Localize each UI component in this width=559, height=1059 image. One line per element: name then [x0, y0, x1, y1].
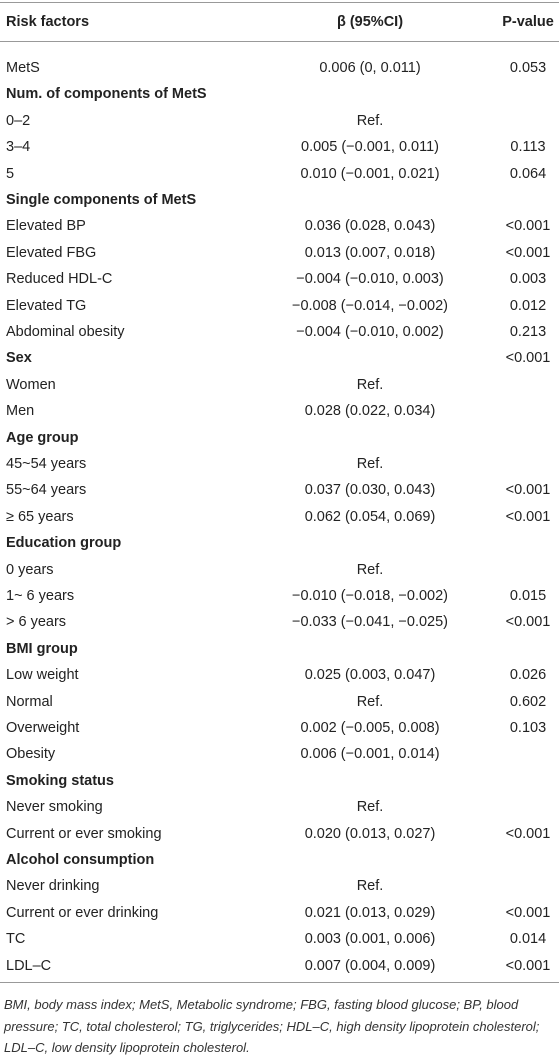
risk-factor: Normal — [6, 693, 53, 710]
header-cell: β (95%CI) — [336, 14, 404, 30]
beta-ci: 0.006 (−0.001, 0.014) — [300, 746, 440, 763]
beta-ci: −0.004 (−0.010, 0.002) — [296, 324, 444, 340]
p-value: 0.103 — [509, 720, 547, 736]
risk-factor: 45~54 years — [6, 456, 87, 472]
risk-factor: 3–4 — [6, 139, 31, 156]
risk-factor: MetS — [6, 60, 40, 76]
risk-factor: TC — [6, 931, 26, 948]
risk-factor: Elevated FBG — [6, 244, 97, 261]
risk-factor: Current or ever smoking — [6, 825, 162, 842]
p-value: 0.113 — [510, 139, 546, 156]
beta-ci: 0.062 (0.054, 0.069) — [304, 508, 436, 525]
beta-ci: −0.004 (−0.010, 0.003) — [296, 271, 444, 288]
beta-ci: 0.025 (0.003, 0.047) — [304, 667, 436, 684]
p-value: 0.026 — [509, 667, 547, 684]
p-value: <0.001 — [505, 614, 551, 631]
section-label: Smoking status — [6, 772, 114, 789]
risk-factor: Current or ever drinking — [6, 904, 159, 921]
beta-ci: 0.037 (0.030, 0.043) — [304, 482, 436, 499]
p-value: <0.001 — [505, 957, 551, 974]
risk-factor: 0 years — [6, 561, 54, 578]
p-value: 0.012 — [509, 297, 547, 314]
p-value: <0.001 — [505, 825, 551, 842]
beta-ci: Ref. — [356, 376, 384, 393]
beta-ci: Ref. — [356, 799, 384, 816]
beta-ci: 0.013 (0.007, 0.018) — [304, 244, 436, 261]
risk-factor: Reduced HDL-C — [6, 271, 113, 288]
beta-ci: Ref. — [356, 112, 384, 129]
risk-factor: 0–2 — [6, 112, 31, 129]
risk-factor: Elevated BP — [6, 218, 86, 235]
p-value: <0.001 — [505, 508, 551, 525]
risk-factor: Never smoking — [6, 799, 103, 816]
risk-factor: Elevated TG — [6, 297, 87, 314]
beta-ci: 0.020 (0.013, 0.027) — [304, 825, 436, 842]
beta-ci: Ref. — [356, 693, 384, 710]
beta-ci: 0.006 (0, 0.011) — [319, 60, 421, 76]
risk-factor: Low weight — [6, 667, 79, 684]
risk-factor: Never drinking — [6, 878, 100, 895]
beta-ci: 0.005 (−0.001, 0.011) — [301, 139, 439, 156]
section-label: Single components of MetS — [6, 192, 197, 208]
p-value: <0.001 — [505, 482, 551, 499]
beta-ci: 0.021 (0.013, 0.029) — [304, 904, 436, 921]
beta-ci: −0.010 (−0.018, −0.002) — [291, 588, 449, 604]
p-value: <0.001 — [505, 218, 551, 235]
p-value: 0.064 — [509, 165, 547, 182]
section-label: Age group — [6, 429, 79, 446]
section-label: Education group — [6, 535, 122, 552]
section-label: Num. of components of MetS — [6, 86, 207, 103]
risk-factor: Men — [6, 403, 35, 420]
header-cell: P-value — [502, 14, 554, 30]
p-value: 0.053 — [509, 60, 547, 76]
footnote: BMI, body mass index; MetS, Metabolic sy… — [4, 997, 540, 1055]
top-rule — [0, 2, 559, 3]
risk-factor: Obesity — [6, 746, 56, 763]
risk-factor: Women — [6, 376, 56, 393]
p-value: 0.015 — [509, 588, 547, 604]
beta-ci: 0.007 (0.004, 0.009) — [304, 957, 436, 974]
p-value: 0.003 — [509, 271, 547, 288]
p-value: <0.001 — [505, 244, 551, 261]
beta-ci: −0.033 (−0.041, −0.025) — [291, 614, 449, 631]
risk-factor: 55~64 years — [6, 482, 87, 499]
risk-factor: Overweight — [6, 720, 80, 736]
section-label: BMI group — [6, 640, 78, 657]
header-rule — [0, 41, 559, 42]
risk-factor: Abdominal obesity — [6, 324, 125, 340]
p-value: 0.602 — [509, 693, 547, 710]
section-label: Sex — [6, 350, 32, 367]
p-value: 0.213 — [509, 324, 547, 340]
risk-factor: 1~ 6 years — [6, 588, 75, 604]
section-label: Alcohol consumption — [6, 852, 155, 868]
beta-ci: 0.003 (0.001, 0.006) — [304, 931, 436, 948]
risk-factor: 5 — [6, 165, 15, 182]
risk-factor: LDL–C — [6, 957, 52, 974]
beta-ci: 0.036 (0.028, 0.043) — [304, 218, 436, 235]
beta-ci: Ref. — [356, 561, 384, 578]
beta-ci: −0.008 (−0.014, −0.002) — [291, 297, 449, 314]
beta-ci: 0.028 (0.022, 0.034) — [304, 403, 436, 420]
p-value: <0.001 — [505, 904, 551, 921]
p-value: <0.001 — [505, 350, 551, 367]
header-cell: Risk factors — [6, 14, 90, 30]
bottom-rule — [0, 982, 559, 983]
risk-factor: ≥ 65 years — [6, 508, 74, 525]
beta-ci: Ref. — [356, 878, 384, 895]
risk-factor: > 6 years — [6, 614, 67, 631]
beta-ci: 0.010 (−0.001, 0.021) — [300, 165, 440, 182]
beta-ci: Ref. — [356, 456, 384, 472]
p-value: 0.014 — [509, 931, 547, 948]
beta-ci: 0.002 (−0.005, 0.008) — [300, 720, 440, 736]
